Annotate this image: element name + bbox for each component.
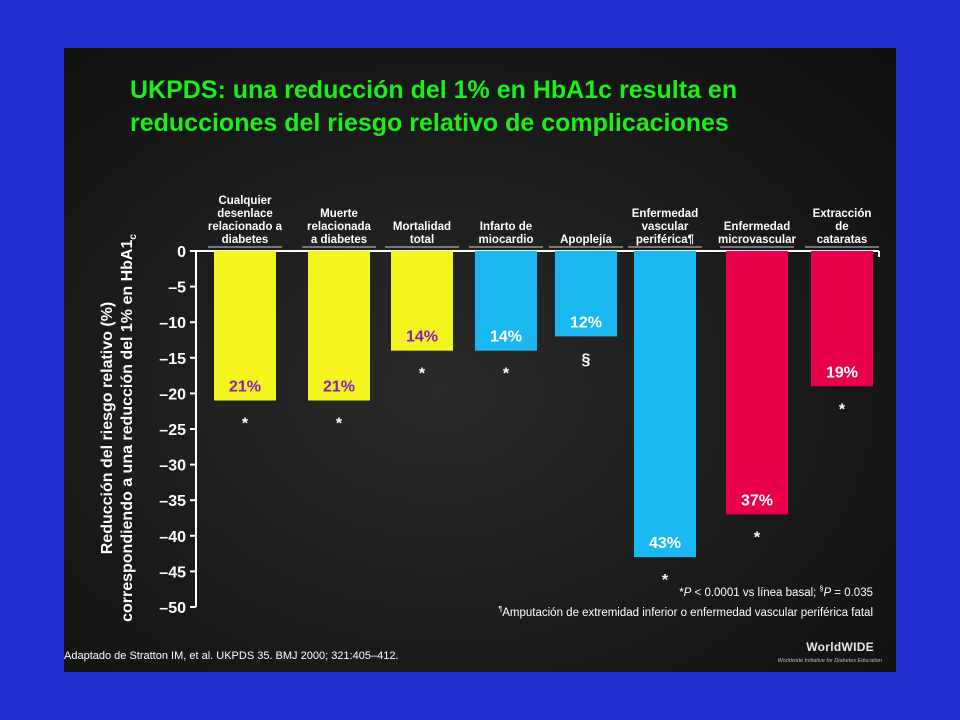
y-tick-label: –5 <box>168 280 186 297</box>
bar <box>726 251 788 515</box>
bar-group: 43% * Enfermedad vascular periférica¶ <box>628 208 702 589</box>
slide: 0 –5 –10 –15 –20 –25 –30 –35 –40 –45 –50 Reducción … <box>64 48 896 672</box>
bar-group: 37% * Enfermedad microvascular <box>718 221 797 546</box>
bar <box>634 251 696 558</box>
bar-group: 12% § Apoplejía <box>549 234 623 368</box>
category-label: Muerte relacionada a diabetes <box>307 208 372 246</box>
bar <box>475 251 537 351</box>
category-label: Enfermedad microvascular <box>718 221 797 246</box>
significance-mark: * <box>242 416 249 433</box>
significance-mark: * <box>839 401 846 418</box>
bar <box>391 251 453 351</box>
bar <box>308 251 370 401</box>
significance-mark: * <box>503 366 510 383</box>
data-label: 12% <box>570 314 602 331</box>
data-label: 21% <box>229 379 261 396</box>
slide-title: UKPDS: una reducción del 1% en HbA1c res… <box>130 76 738 137</box>
footnote-amputation: ¶Amputación de extremidad inferior o enf… <box>498 606 873 619</box>
y-tick-label: –25 <box>159 422 186 439</box>
significance-mark: * <box>336 416 343 433</box>
significance-mark: * <box>419 366 426 383</box>
bar <box>555 251 617 337</box>
source-citation: Adaptado de Stratton IM, et al. UKPDS 35… <box>64 650 399 662</box>
data-label: 14% <box>490 329 522 346</box>
category-label: Apoplejía <box>560 234 612 246</box>
y-tick-label: –20 <box>159 386 186 403</box>
category-label: Enfermedad vascular periférica¶ <box>632 208 698 246</box>
y-tick-label: 0 <box>177 244 186 261</box>
bars: 21% * Cualquier desenlace relacionado a diabe… <box>208 195 879 589</box>
y-tick-label: –30 <box>159 458 186 475</box>
data-label: 43% <box>649 535 681 552</box>
bar-group: 19% * Extracción de cataratas <box>805 208 879 418</box>
bar-chart: 0 –5 –10 –15 –20 –25 –30 –35 –40 –45 –50 Reducción … <box>99 195 880 622</box>
category-label: Infarto de miocardio <box>479 221 534 246</box>
logo-tagline: Worldwide Initiative for Diabetes Educat… <box>777 658 882 664</box>
y-tick-label: –15 <box>159 351 186 368</box>
significance-mark: * <box>662 572 669 589</box>
data-label: 21% <box>323 379 355 396</box>
bar-group: 14% * Mortalidad total <box>385 221 459 383</box>
y-tick-label: –10 <box>159 315 186 332</box>
logo: WorldWIDE <box>806 640 874 654</box>
category-label: Cualquier desenlace relacionado a diabetes <box>208 195 283 246</box>
significance-mark: § <box>582 351 591 368</box>
data-label: 19% <box>826 364 858 381</box>
bar <box>811 251 873 387</box>
category-label: Mortalidad total <box>393 221 451 246</box>
y-tick-label: –35 <box>159 493 186 510</box>
data-label: 37% <box>741 492 773 509</box>
y-tick-label: –45 <box>159 564 186 581</box>
category-label: Extracción de cataratas <box>813 208 872 246</box>
footnote-significance: *P < 0.0001 vs línea basal; §P = 0.035 <box>679 586 873 599</box>
bar-group: 21% * Muerte relacionada a diabetes <box>302 208 376 433</box>
y-axis: 0 –5 –10 –15 –20 –25 –30 –35 –40 –45 –50 Reducción … <box>99 234 880 622</box>
significance-mark: * <box>754 529 761 546</box>
bar-group: 21% * Cualquier desenlace relacionado a diabe… <box>208 195 283 433</box>
bar <box>214 251 276 401</box>
y-tick-label: –50 <box>159 600 186 617</box>
bar-group: 14% * Infarto de miocardio <box>469 221 543 383</box>
y-tick-label: –40 <box>159 529 186 546</box>
data-label: 14% <box>406 329 438 346</box>
y-axis-label: Reducción del riesgo relativo (%) corresp… <box>99 234 139 622</box>
